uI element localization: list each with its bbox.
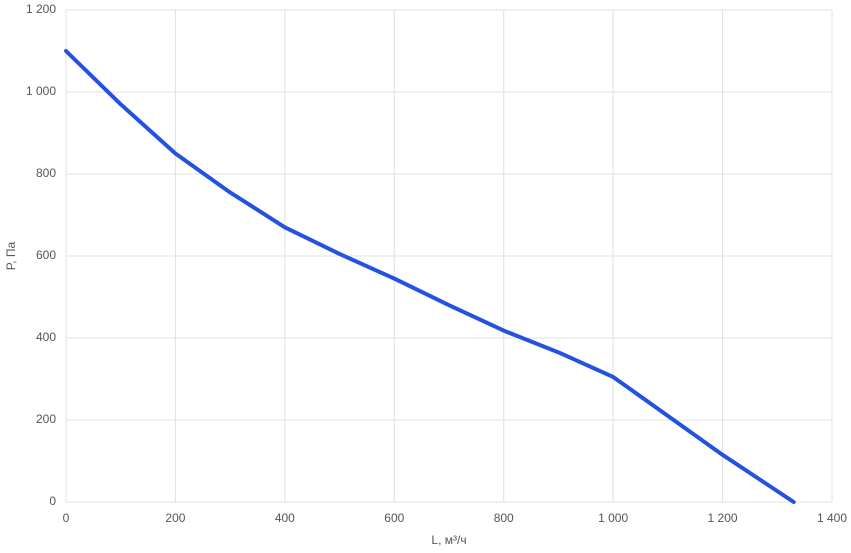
x-axis-title: L, м³/ч — [431, 533, 466, 547]
x-tick-label: 1 400 — [817, 511, 847, 525]
y-tick-label: 200 — [36, 412, 56, 426]
x-tick-label: 400 — [275, 511, 295, 525]
x-tick-label: 600 — [384, 511, 404, 525]
x-tick-label: 800 — [494, 511, 514, 525]
y-tick-label: 800 — [36, 166, 56, 180]
y-tick-label: 600 — [36, 248, 56, 262]
y-tick-label: 400 — [36, 330, 56, 344]
x-tick-label: 200 — [165, 511, 185, 525]
x-tick-label: 1 000 — [598, 511, 628, 525]
x-tick-label: 1 200 — [708, 511, 738, 525]
y-tick-label: 1 000 — [26, 84, 56, 98]
y-axis-title: P, Па — [4, 241, 18, 270]
x-tick-label: 0 — [63, 511, 70, 525]
y-tick-label: 1 200 — [26, 2, 56, 16]
data-line — [64, 49, 796, 504]
y-tick-label: 0 — [49, 494, 56, 508]
